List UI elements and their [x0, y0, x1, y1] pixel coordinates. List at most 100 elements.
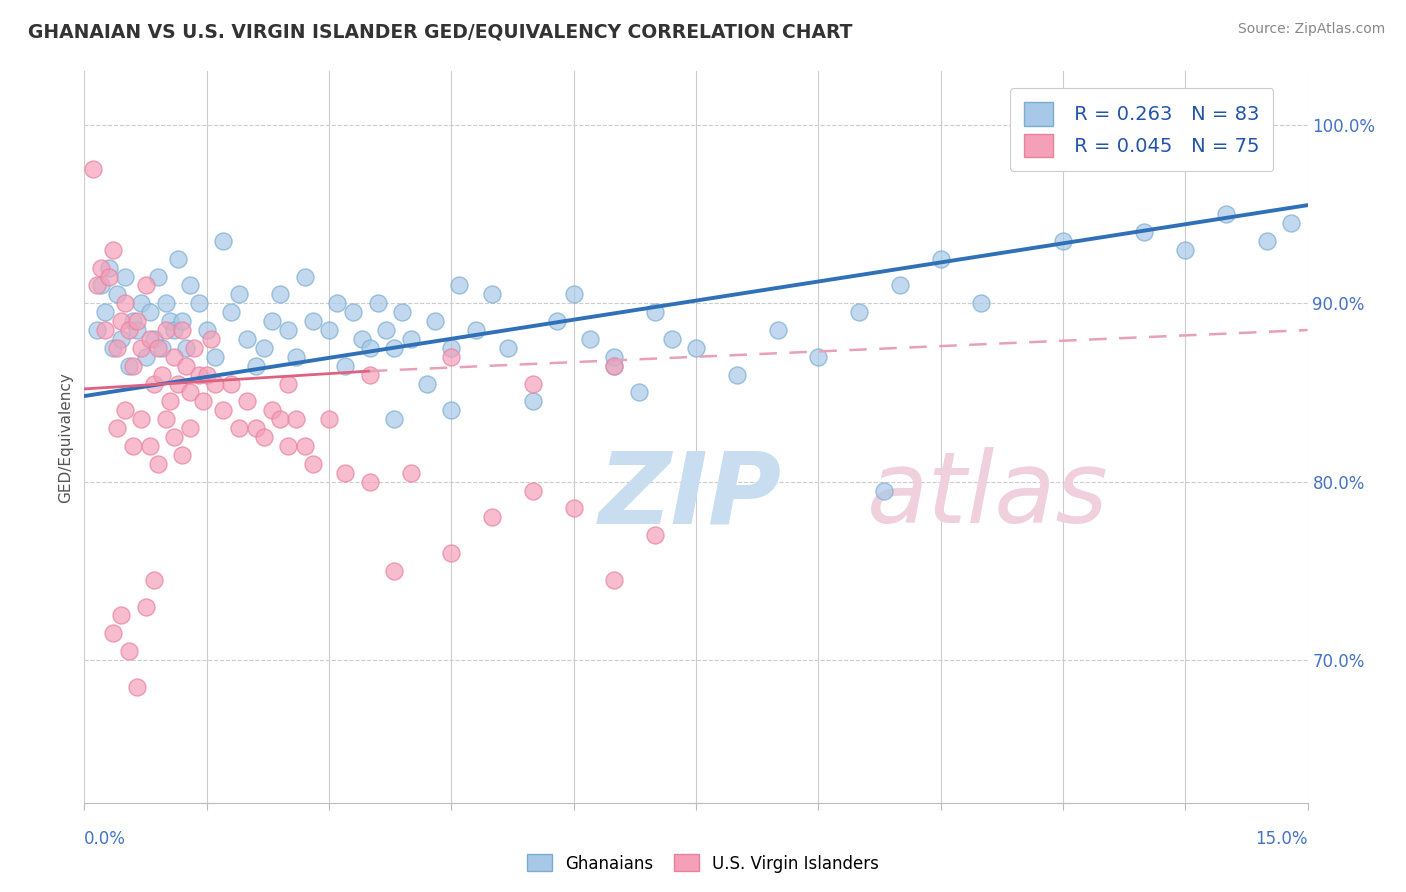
Point: [399, 466, 422, 480]
Point: [212, 403, 235, 417]
Point: [1133, 225, 1156, 239]
Point: [399, 332, 422, 346]
Point: [187, 368, 209, 382]
Point: [253, 341, 276, 355]
Point: [440, 403, 463, 417]
Point: [481, 287, 503, 301]
Point: [644, 305, 666, 319]
Point: [155, 412, 177, 426]
Point: [219, 305, 242, 319]
Text: 15.0%: 15.0%: [1256, 830, 1308, 847]
Point: [848, 305, 870, 319]
Point: [155, 323, 177, 337]
Point: [807, 350, 830, 364]
Point: [285, 350, 308, 364]
Point: [440, 546, 463, 560]
Point: [269, 287, 291, 301]
Point: [562, 287, 585, 301]
Point: [146, 269, 169, 284]
Point: [195, 323, 218, 337]
Point: [359, 475, 381, 489]
Point: [367, 296, 389, 310]
Point: [159, 314, 181, 328]
Point: [179, 385, 201, 400]
Point: [382, 564, 405, 578]
Point: [294, 269, 316, 284]
Point: [335, 359, 357, 373]
Point: [929, 252, 952, 266]
Point: [627, 385, 650, 400]
Point: [195, 368, 218, 382]
Point: [114, 403, 136, 417]
Point: [970, 296, 993, 310]
Point: [449, 278, 471, 293]
Point: [603, 359, 626, 373]
Point: [167, 252, 190, 266]
Point: [118, 644, 141, 658]
Point: [172, 314, 194, 328]
Point: [603, 350, 626, 364]
Point: [204, 350, 226, 364]
Point: [86, 278, 108, 293]
Point: [301, 457, 323, 471]
Point: [135, 599, 157, 614]
Point: [228, 287, 250, 301]
Point: [294, 439, 316, 453]
Point: [90, 278, 112, 293]
Point: [277, 376, 299, 391]
Point: [1174, 243, 1197, 257]
Point: [546, 314, 568, 328]
Point: [359, 368, 381, 382]
Point: [114, 296, 136, 310]
Point: [114, 269, 136, 284]
Point: [1052, 234, 1074, 248]
Point: [122, 314, 145, 328]
Point: [204, 376, 226, 391]
Point: [146, 457, 169, 471]
Point: [131, 296, 153, 310]
Point: [391, 305, 413, 319]
Point: [131, 412, 153, 426]
Text: atlas: atlas: [868, 447, 1109, 544]
Text: Source: ZipAtlas.com: Source: ZipAtlas.com: [1237, 22, 1385, 37]
Point: [269, 412, 291, 426]
Point: [350, 332, 373, 346]
Point: [142, 332, 165, 346]
Point: [183, 341, 205, 355]
Point: [174, 341, 197, 355]
Point: [260, 314, 283, 328]
Point: [382, 341, 405, 355]
Point: [82, 162, 104, 177]
Legend:  R = 0.263   N = 83,  R = 0.045   N = 75: R = 0.263 N = 83, R = 0.045 N = 75: [1010, 88, 1274, 171]
Point: [522, 376, 544, 391]
Point: [562, 501, 585, 516]
Point: [127, 314, 149, 328]
Point: [219, 376, 242, 391]
Point: [423, 314, 446, 328]
Point: [318, 412, 340, 426]
Point: [522, 394, 544, 409]
Legend: Ghanaians, U.S. Virgin Islanders: Ghanaians, U.S. Virgin Islanders: [520, 847, 886, 880]
Point: [110, 332, 132, 346]
Point: [245, 359, 267, 373]
Point: [86, 323, 108, 337]
Point: [440, 350, 463, 364]
Text: GHANAIAN VS U.S. VIRGIN ISLANDER GED/EQUIVALENCY CORRELATION CHART: GHANAIAN VS U.S. VIRGIN ISLANDER GED/EQU…: [28, 22, 852, 41]
Point: [277, 323, 299, 337]
Point: [163, 430, 186, 444]
Point: [603, 359, 626, 373]
Point: [301, 314, 323, 328]
Point: [481, 510, 503, 524]
Point: [172, 323, 194, 337]
Point: [110, 314, 132, 328]
Point: [97, 260, 120, 275]
Point: [90, 260, 112, 275]
Point: [135, 350, 157, 364]
Point: [174, 359, 197, 373]
Point: [172, 448, 194, 462]
Point: [228, 421, 250, 435]
Point: [416, 376, 439, 391]
Point: [131, 341, 153, 355]
Point: [335, 466, 357, 480]
Point: [440, 341, 463, 355]
